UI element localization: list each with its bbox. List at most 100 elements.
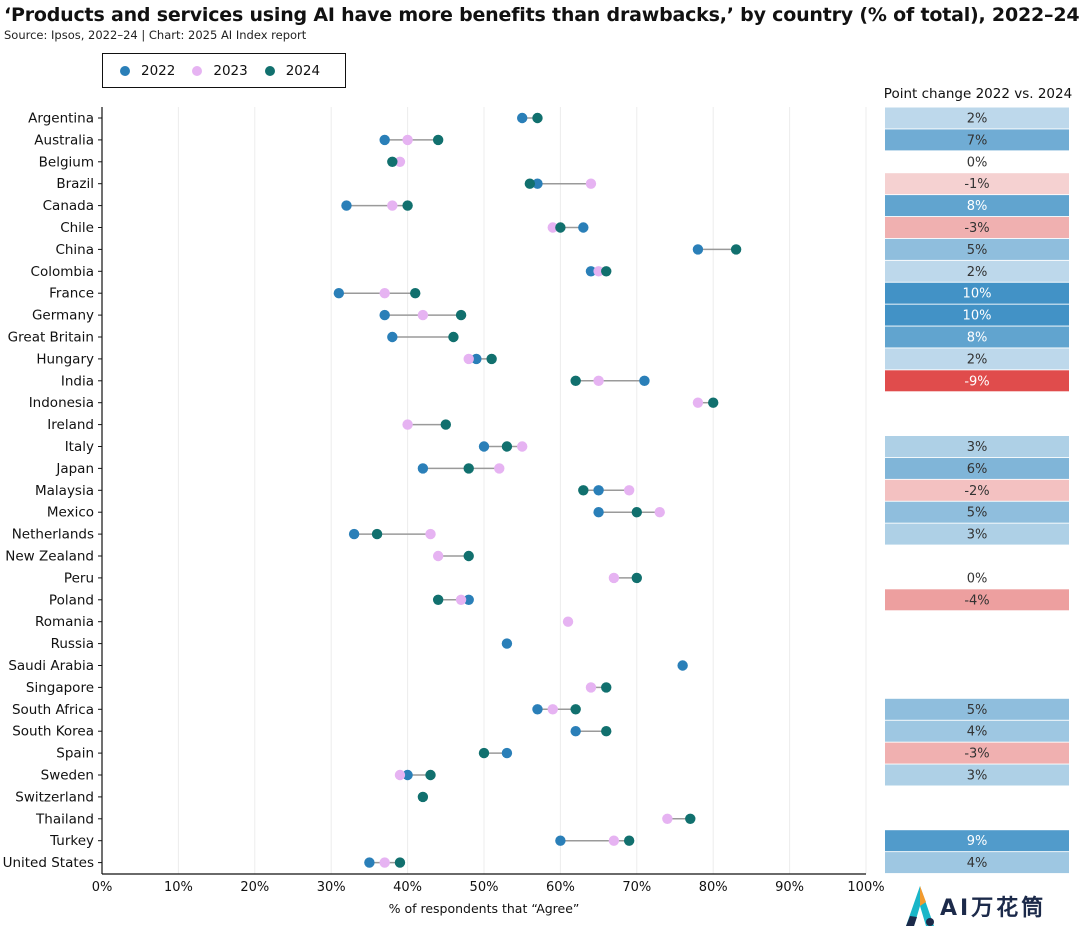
dot-2022 xyxy=(379,134,390,146)
dot-2024 xyxy=(555,222,566,233)
dot-2022 xyxy=(555,835,566,846)
country-label: Saudi Arabia xyxy=(8,658,94,674)
x-axis-label: % of respondents that “Agree” xyxy=(389,901,580,916)
dot-2023 xyxy=(654,507,665,518)
dot-2022 xyxy=(578,222,589,233)
change-cell xyxy=(885,370,1069,392)
dot-2023 xyxy=(379,288,390,299)
dot-2022 xyxy=(463,594,474,605)
dot-2022 xyxy=(532,178,543,189)
chart-legend: 2022 2023 2024 xyxy=(102,53,346,88)
dot-2024 xyxy=(387,156,398,167)
dot-2023 xyxy=(394,156,406,167)
country-label: Switzerland xyxy=(15,789,94,805)
country-label: Germany xyxy=(32,308,94,324)
dot-2023 xyxy=(593,266,604,277)
dot-2023 xyxy=(623,485,635,496)
change-cell xyxy=(885,304,1069,326)
change-value-label: 7% xyxy=(967,133,988,148)
dot-2023 xyxy=(547,222,558,233)
dot-2023 xyxy=(585,178,597,189)
dot-2022 xyxy=(387,331,398,343)
dot-2022 xyxy=(501,747,513,759)
dot-2023 xyxy=(662,813,673,824)
dot-2024 xyxy=(425,769,436,781)
country-label: Italy xyxy=(65,439,94,455)
dot-2024 xyxy=(578,485,589,496)
change-cell xyxy=(885,501,1069,523)
dot-2024 xyxy=(394,857,406,868)
dot-2022 xyxy=(677,660,688,671)
legend-label-2023: 2023 xyxy=(213,62,248,79)
country-label: Mexico xyxy=(47,505,94,521)
dot-2022 xyxy=(333,288,345,299)
legend-label-2022: 2022 xyxy=(141,62,176,79)
change-value-label: 4% xyxy=(967,856,988,871)
change-cell xyxy=(885,764,1069,786)
x-tick-label: 20% xyxy=(240,880,269,895)
legend-marker-2022 xyxy=(120,65,130,76)
dot-2024 xyxy=(448,331,459,343)
dot-2022 xyxy=(532,704,543,715)
legend-item-2022: 2022 xyxy=(120,63,175,79)
change-cell xyxy=(885,720,1069,742)
dot-2023 xyxy=(402,134,413,146)
country-label: Australia xyxy=(34,132,94,148)
change-value-label: 10% xyxy=(963,287,992,302)
change-cell xyxy=(885,479,1069,501)
dot-2023 xyxy=(517,441,528,452)
change-value-label: 4% xyxy=(967,725,988,740)
dot-2024 xyxy=(463,550,474,562)
dot-2023 xyxy=(432,550,444,562)
country-label: South Africa xyxy=(12,702,94,718)
x-tick-label: 90% xyxy=(775,880,804,895)
change-cell xyxy=(885,107,1069,129)
country-label: Argentina xyxy=(28,111,94,127)
country-label: Ireland xyxy=(47,417,94,433)
country-label: Belgium xyxy=(39,154,94,170)
change-cell xyxy=(885,348,1069,370)
dot-2023 xyxy=(494,463,505,474)
change-cell xyxy=(885,523,1069,545)
change-value-label: 5% xyxy=(967,506,988,521)
dot-2024 xyxy=(410,288,421,299)
change-value-label: 3% xyxy=(967,528,988,543)
dot-2022 xyxy=(517,112,528,124)
dot-2024 xyxy=(532,112,543,124)
dot-2023 xyxy=(585,682,597,693)
dot-2022 xyxy=(417,463,429,474)
country-label: Singapore xyxy=(26,680,94,696)
dot-2024 xyxy=(440,419,451,430)
change-cell xyxy=(885,129,1069,151)
chart-source: Source: Ipsos, 2022–24 | Chart: 2025 AI … xyxy=(4,28,307,42)
x-tick-label: 60% xyxy=(546,880,575,895)
change-cell xyxy=(885,436,1069,457)
change-cell xyxy=(885,698,1069,720)
change-value-label: 2% xyxy=(967,352,988,367)
dot-2024 xyxy=(570,704,581,715)
dot-2024 xyxy=(570,375,581,386)
change-value-label: 10% xyxy=(963,309,992,324)
dot-2024 xyxy=(486,353,497,365)
dot-2022 xyxy=(471,353,482,365)
dot-2022 xyxy=(341,200,352,211)
dot-2022 xyxy=(478,441,490,452)
change-value-label: -1% xyxy=(964,177,989,192)
x-tick-label: 10% xyxy=(164,880,193,895)
change-value-label: 0% xyxy=(967,155,988,170)
dot-2022 xyxy=(692,244,704,255)
dot-2023 xyxy=(387,200,398,211)
change-value-label: 5% xyxy=(967,243,988,258)
change-cell xyxy=(885,852,1069,874)
country-label: France xyxy=(49,286,94,302)
dot-2023 xyxy=(692,397,704,408)
country-label: China xyxy=(55,242,94,258)
dot-2024 xyxy=(432,134,444,146)
change-cell xyxy=(885,326,1069,348)
x-tick-label: 80% xyxy=(699,880,728,895)
dot-2024 xyxy=(432,594,444,605)
dot-2024 xyxy=(417,791,429,803)
country-label: Canada xyxy=(43,198,94,214)
chart-title: ‘Products and services using AI have mor… xyxy=(4,4,1080,26)
